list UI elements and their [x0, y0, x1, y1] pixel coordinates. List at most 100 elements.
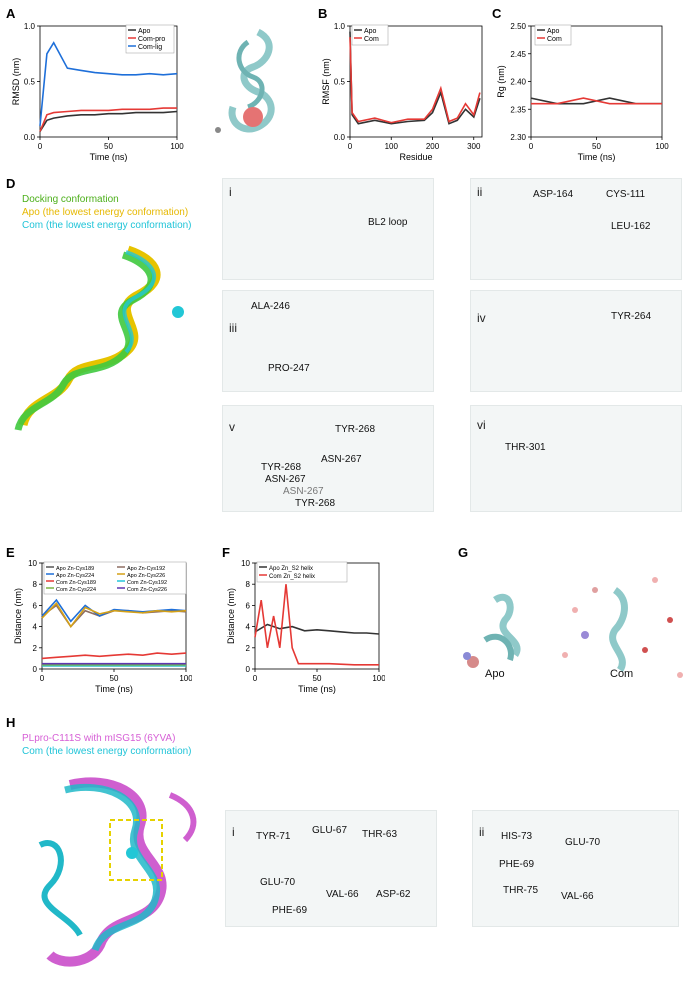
d-subpanel-i: i BL2 loop: [222, 178, 434, 280]
panel-label-c: C: [492, 6, 502, 21]
x-axis-label: Time (ns): [95, 684, 133, 694]
y-tick-label: 1.0: [24, 22, 36, 31]
y-tick-label: 8: [246, 580, 251, 589]
y-axis-label: Rg (nm): [496, 65, 506, 98]
y-tick-label: 0: [33, 665, 38, 674]
y-tick-label: 2.40: [510, 78, 526, 87]
panel-label-h: H: [6, 715, 16, 730]
d-subpanel-v: v TYR-268 TYR-268 ASN-267 ASN-267 ASN-26…: [222, 405, 434, 512]
x-tick-label: 100: [179, 674, 192, 683]
thr75-label: THR-75: [503, 885, 539, 896]
chart-e: 0 50 100 0 2 4 6 8 10 Time (ns) Distance (nm) Apo Z…: [12, 555, 193, 695]
h-main-structure: [10, 765, 215, 980]
series-line-3: [41, 602, 187, 629]
val66-label-ii: VAL-66: [561, 891, 594, 902]
x-tick-label: 0: [253, 674, 258, 683]
protein-ribbon-illustration: [215, 28, 275, 133]
d-subpanel-iii: iii ALA-246 PRO-247: [222, 290, 434, 392]
y-axis-label: RMSF (nm): [321, 58, 331, 105]
legend-label: Apo Zn-Cys224: [56, 573, 94, 579]
legend-label: Com Zn-Cys189: [56, 580, 96, 586]
panel-label-g: G: [458, 545, 469, 560]
series-line-0: [254, 623, 380, 635]
y-tick-label: 2: [33, 644, 38, 653]
y-tick-label: 6: [246, 601, 251, 610]
thr63-label: THR-63: [362, 829, 398, 840]
chart-b: 0 100 200 300 0.0 0.5 1.0 Residue RMSF (nm) Apo Co…: [320, 18, 490, 163]
g-apo-label: Apo: [485, 668, 505, 680]
d-subpanel-v-label: v: [229, 420, 235, 434]
series-line-1: [531, 97, 662, 105]
d-legend-com: Com (the lowest energy conformation): [22, 220, 192, 231]
legend-label: Com: [364, 36, 379, 43]
d-subpanel-iii-label: iii: [229, 321, 237, 335]
panel-label-f: F: [222, 545, 230, 560]
chart-f: 0 50 100 0 2 4 6 8 10 Time (ns) Distance (nm) Apo Z…: [225, 555, 386, 695]
legend-label: Com Zn_S2 helix: [269, 574, 315, 580]
asn267-label-1: ASN-267: [321, 454, 362, 465]
chart-e-svg: 0 50 100 0 2 4 6 8 10 Time (ns) Distance (nm) Apo Z…: [13, 559, 193, 694]
y-axis-label: RMSD (nm): [11, 58, 21, 106]
legend-label: Apo Zn-Cys226: [127, 573, 165, 579]
phe69-label-ii: PHE-69: [499, 859, 535, 870]
legend-box: [43, 561, 187, 595]
d-subpanel-iv-label: iv: [477, 311, 486, 325]
thr301-label: THR-301: [505, 442, 546, 453]
leu162-label: LEU-162: [611, 221, 651, 232]
series-line-0: [39, 110, 178, 132]
legend-label: Com: [547, 36, 562, 43]
asp164-label: ASP-164: [533, 189, 574, 200]
x-tick-label: 50: [104, 142, 113, 151]
x-axis-label: Time (ns): [298, 684, 336, 694]
d-legend: Docking conformation Apo (the lowest ene…: [22, 193, 192, 232]
y-tick-label: 4: [246, 623, 251, 632]
series-line-1: [349, 37, 481, 124]
y-tick-label: 2.35: [510, 105, 526, 114]
asp62-label: ASP-62: [376, 889, 411, 900]
series-line-4: [41, 652, 187, 660]
legend-label: Com Zn-Cys224: [56, 587, 96, 593]
tyr268-label-1: TYR-268: [335, 424, 376, 435]
h-legend: PLpro-C111S with mISG15 (6YVA) Com (the …: [22, 732, 192, 758]
val66-label: VAL-66: [326, 889, 359, 900]
panel-label-e: E: [6, 545, 15, 560]
y-tick-label: 6: [33, 601, 38, 610]
y-tick-label: 0: [246, 665, 251, 674]
legend-label: Apo: [547, 28, 560, 35]
x-axis-label: Residue: [399, 152, 432, 162]
g-com-label: Com: [610, 668, 634, 680]
legend-label: Apo Zn_S2 helix: [269, 566, 313, 572]
legend-box: [256, 561, 348, 583]
legend-label: Apo Zn-Cys189: [56, 566, 94, 572]
h-legend-com: Com (the lowest energy conformation): [22, 746, 192, 757]
legend-label: Com-pro: [138, 36, 165, 43]
chart-c-svg: 0 50 100 2.30 2.35 2.40 2.45 2.50 Time (ns) Rg (n…: [496, 22, 669, 162]
panel-label-d: D: [6, 176, 16, 191]
y-axis-label: Distance (nm): [226, 588, 236, 644]
glu70-label: GLU-70: [260, 877, 296, 888]
g-illustration: [463, 577, 683, 678]
x-tick-label: 0: [40, 674, 45, 683]
panel-label-b: B: [318, 6, 328, 21]
d-legend-docking: Docking conformation: [22, 194, 119, 205]
ala246-label: ALA-246: [251, 301, 290, 312]
d-main-structure: [8, 240, 203, 440]
tyr268-label-3: TYR-268: [295, 498, 336, 509]
phe69-label: PHE-69: [272, 905, 308, 916]
legend-label: Com Zn-Cys192: [127, 580, 167, 586]
d-subpanel-ii-label: ii: [477, 185, 483, 199]
d-subpanel-iv: iv TYR-264: [470, 290, 682, 392]
legend-label: Apo: [138, 28, 151, 35]
asn267-label-2: ASN-267: [265, 474, 306, 485]
y-tick-label: 8: [33, 580, 38, 589]
bl2-loop-label: BL2 loop: [368, 217, 408, 228]
protein-structure-image-a: [198, 22, 303, 152]
h-subpanel-ii: ii HIS-73 GLU-70 PHE-69 THR-75 VAL-66: [472, 810, 679, 927]
y-tick-label: 0.0: [24, 133, 36, 142]
y-tick-label: 4: [33, 623, 38, 632]
x-tick-label: 50: [592, 142, 601, 151]
his73-label: HIS-73: [501, 831, 533, 842]
x-tick-label: 100: [170, 142, 184, 151]
y-tick-label: 10: [241, 559, 250, 568]
